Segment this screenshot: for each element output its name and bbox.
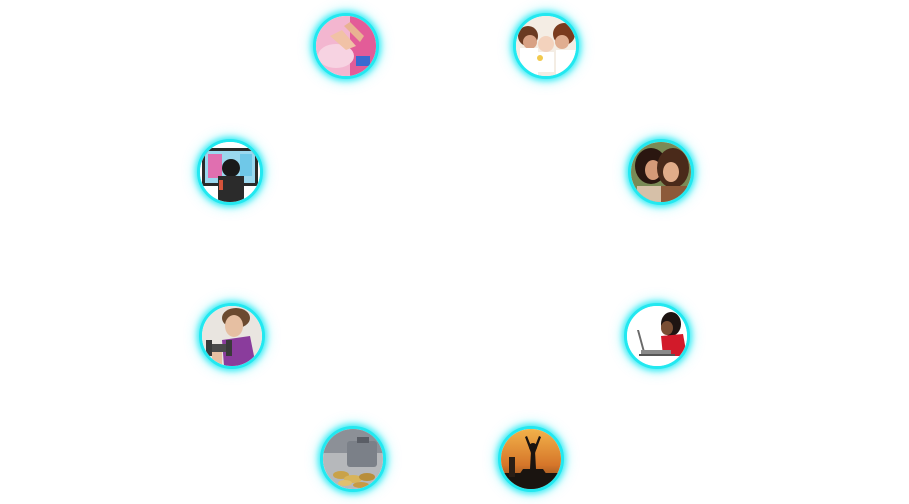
yoga-silhouette-sunset-photo-icon[interactable] [498, 426, 564, 492]
two-women-smiling-photo-icon[interactable] [628, 139, 694, 205]
hands-on-baby-photo-icon[interactable] [313, 13, 379, 79]
woman-using-laptop-photo-icon[interactable] [624, 303, 690, 369]
family-with-baby-photo-icon[interactable] [513, 13, 579, 79]
piggy-bank-coins-photo-icon[interactable] [320, 426, 386, 492]
woman-lifting-dumbbell-photo-icon[interactable] [199, 303, 265, 369]
person-watching-tv-photo-icon[interactable] [197, 139, 263, 205]
